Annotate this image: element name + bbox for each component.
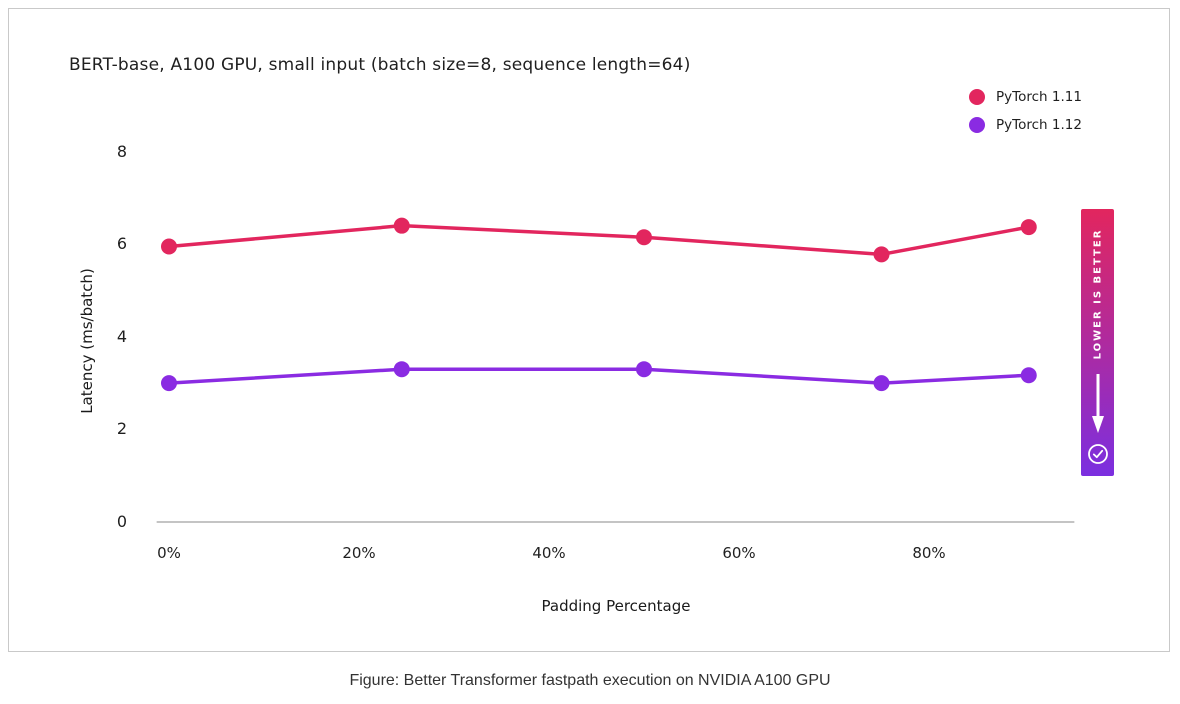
y-tick-label: 0 bbox=[116, 512, 127, 531]
data-point-pytorch-1-12-3 bbox=[873, 375, 890, 392]
series-line-pytorch-1-12 bbox=[168, 367, 1029, 385]
y-tick-label: 4 bbox=[116, 326, 127, 346]
chart-title: BERT-base, A100 GPU, small input (batch … bbox=[69, 55, 691, 75]
data-point-pytorch-1-11-1 bbox=[393, 217, 410, 234]
legend-item-pytorch-1-11: PyTorch 1.11 bbox=[969, 88, 1082, 105]
y-tick-label: 8 bbox=[116, 141, 127, 161]
x-axis-label: Padding Percentage bbox=[541, 597, 691, 615]
figure-caption: Figure: Better Transformer fastpath exec… bbox=[349, 672, 831, 689]
data-point-pytorch-1-11-0 bbox=[161, 238, 177, 255]
data-point-pytorch-1-12-4 bbox=[1020, 367, 1037, 384]
legend-dot-pytorch-1-11 bbox=[969, 88, 985, 105]
chart-legend: PyTorch 1.11 PyTorch 1.12 bbox=[969, 88, 1082, 133]
x-tick-label: 0% bbox=[157, 544, 181, 562]
x-tick-label: 80% bbox=[912, 544, 946, 562]
data-point-pytorch-1-12-1 bbox=[393, 361, 410, 378]
legend-item-pytorch-1-12: PyTorch 1.12 bbox=[969, 116, 1082, 133]
data-point-pytorch-1-12-0 bbox=[161, 375, 177, 392]
lower-is-better-badge: LOWER IS BETTER bbox=[1081, 209, 1114, 476]
data-point-pytorch-1-12-2 bbox=[636, 361, 652, 378]
chart-card: BERT-base, A100 GPU, small input (batch … bbox=[8, 8, 1170, 652]
data-point-pytorch-1-11-2 bbox=[636, 229, 652, 246]
y-tick-label: 6 bbox=[116, 234, 127, 254]
data-point-pytorch-1-11-3 bbox=[873, 246, 890, 263]
x-tick-label: 60% bbox=[722, 544, 756, 562]
legend-dot-pytorch-1-12 bbox=[969, 116, 985, 133]
data-point-pytorch-1-11-4 bbox=[1020, 219, 1037, 236]
lower-is-better-label: LOWER IS BETTER bbox=[1092, 228, 1103, 360]
x-tick-label: 40% bbox=[532, 544, 566, 562]
series-line-pytorch-1-11 bbox=[168, 223, 1030, 257]
legend-label: PyTorch 1.11 bbox=[996, 88, 1082, 105]
legend-label: PyTorch 1.12 bbox=[996, 116, 1082, 133]
down-arrow-icon bbox=[1091, 374, 1104, 433]
check-circle-icon bbox=[1087, 444, 1108, 464]
y-tick-label: 2 bbox=[116, 419, 127, 439]
x-tick-label: 20% bbox=[342, 544, 376, 562]
